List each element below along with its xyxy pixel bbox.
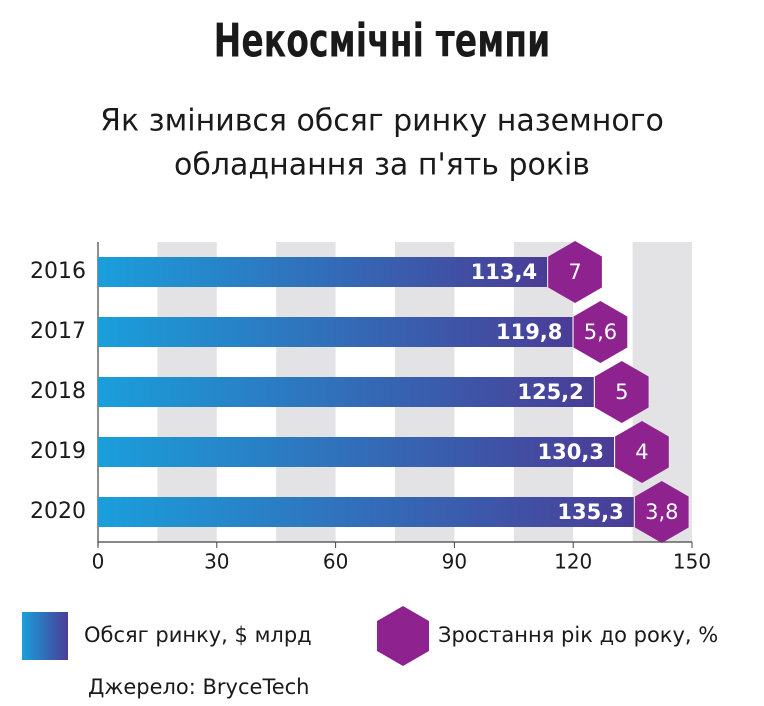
x-tick-label: 60 xyxy=(323,550,348,574)
bar-value-label: 135,3 xyxy=(557,500,623,524)
bar xyxy=(98,437,614,467)
x-tick-label: 120 xyxy=(554,550,592,574)
growth-label: 5 xyxy=(615,380,628,404)
growth-hexagon xyxy=(634,481,689,543)
bar xyxy=(98,257,548,287)
growth-label: 7 xyxy=(568,260,581,284)
x-tick-label: 0 xyxy=(92,550,105,574)
x-tick-label: 30 xyxy=(204,550,229,574)
x-tick-label: 150 xyxy=(673,550,711,574)
bar xyxy=(98,317,573,347)
chart-title: Некосмічні темпи xyxy=(214,15,551,68)
growth-hexagon xyxy=(615,421,669,483)
legend-swatch xyxy=(22,612,68,660)
chart-subtitle: обладнання за п'ять років xyxy=(174,148,590,183)
growth-label: 3,8 xyxy=(645,500,678,524)
growth-hexagon xyxy=(548,241,602,303)
y-tick-label: 2019 xyxy=(30,439,86,464)
legend-label: Обсяг ринку, $ млрд xyxy=(84,623,312,647)
chart-subtitle: Як змінився обсяг ринку наземного xyxy=(100,104,664,139)
y-tick-label: 2017 xyxy=(30,319,86,344)
plot-area: 0 30 60 90 120 150 2016 113,4 7 2017 119,8 5,6 2018 1… xyxy=(30,241,711,574)
bar-value-label: 125,2 xyxy=(517,380,583,404)
legend-swatch xyxy=(377,606,429,666)
bar-value-label: 130,3 xyxy=(538,440,604,464)
growth-hexagon xyxy=(594,361,649,423)
legend-label: Зростання рік до року, % xyxy=(438,623,718,647)
bar-value-label: 113,4 xyxy=(471,260,537,284)
bar xyxy=(98,497,634,527)
bar xyxy=(98,377,594,407)
y-tick-label: 2016 xyxy=(30,259,86,284)
growth-label: 4 xyxy=(635,440,648,464)
growth-label: 5,6 xyxy=(584,320,617,344)
growth-hexagon xyxy=(573,301,628,363)
bar-value-label: 119,8 xyxy=(496,320,562,344)
x-tick-label: 90 xyxy=(442,550,467,574)
y-tick-label: 2018 xyxy=(30,379,86,404)
y-tick-label: 2020 xyxy=(30,499,86,524)
source-note: Джерело: BryceTech xyxy=(88,675,309,699)
